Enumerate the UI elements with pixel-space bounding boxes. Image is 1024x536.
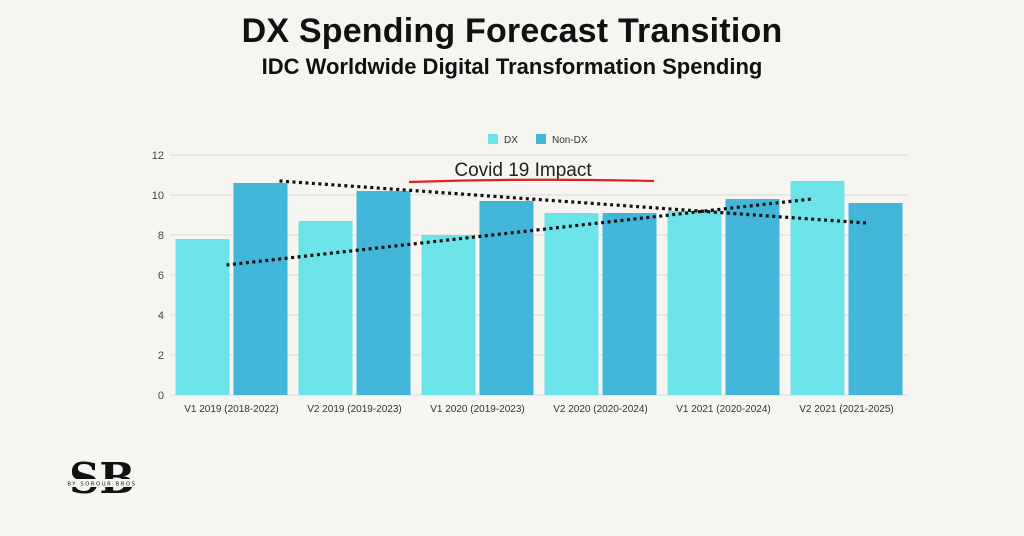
y-tick-label: 2 xyxy=(158,350,164,362)
chart-subtitle: IDC Worldwide Digital Transformation Spe… xyxy=(261,54,763,79)
bar-non-dx xyxy=(725,199,780,395)
y-tick-label: 8 xyxy=(158,230,164,242)
y-tick-label: 0 xyxy=(158,390,164,402)
x-tick-label: V1 2021 (2020-2024) xyxy=(676,404,771,415)
bar-dx xyxy=(175,239,230,395)
logo-tagline: BY SOROUR BROS xyxy=(67,482,136,488)
chart-title: DX Spending Forecast Transition xyxy=(241,12,783,50)
dx-trend-line xyxy=(226,197,812,267)
bar-non-dx xyxy=(233,183,288,395)
legend-swatch xyxy=(488,134,498,144)
y-tick-label: 10 xyxy=(152,190,164,202)
bar-dx xyxy=(298,221,353,395)
bar-dx xyxy=(790,181,845,395)
bar-non-dx xyxy=(356,191,411,395)
sorour-bros-logo: SB BY SOROUR BROS xyxy=(54,455,150,503)
annotation-text: Covid 19 Impact xyxy=(454,160,592,181)
legend-swatch xyxy=(536,134,546,144)
y-tick-label: 6 xyxy=(158,270,164,282)
legend-label: DX xyxy=(504,135,518,146)
y-tick-label: 12 xyxy=(152,150,164,162)
non-dx-trend-line xyxy=(279,179,867,225)
legend-label: Non-DX xyxy=(552,135,588,146)
x-tick-label: V1 2019 (2018-2022) xyxy=(184,404,279,415)
x-tick-label: V2 2021 (2021-2025) xyxy=(799,404,894,415)
annotation-underline xyxy=(408,178,655,184)
x-tick-label: V2 2020 (2020-2024) xyxy=(553,404,648,415)
x-tick-label: V1 2020 (2019-2023) xyxy=(430,404,525,415)
bar-dx xyxy=(544,213,599,395)
y-tick-label: 4 xyxy=(158,310,164,322)
bar-dx xyxy=(421,235,476,395)
x-tick-label: V2 2019 (2019-2023) xyxy=(307,404,402,415)
bar-non-dx xyxy=(848,203,903,395)
bar-non-dx xyxy=(602,213,657,395)
bar-dx xyxy=(667,211,722,395)
